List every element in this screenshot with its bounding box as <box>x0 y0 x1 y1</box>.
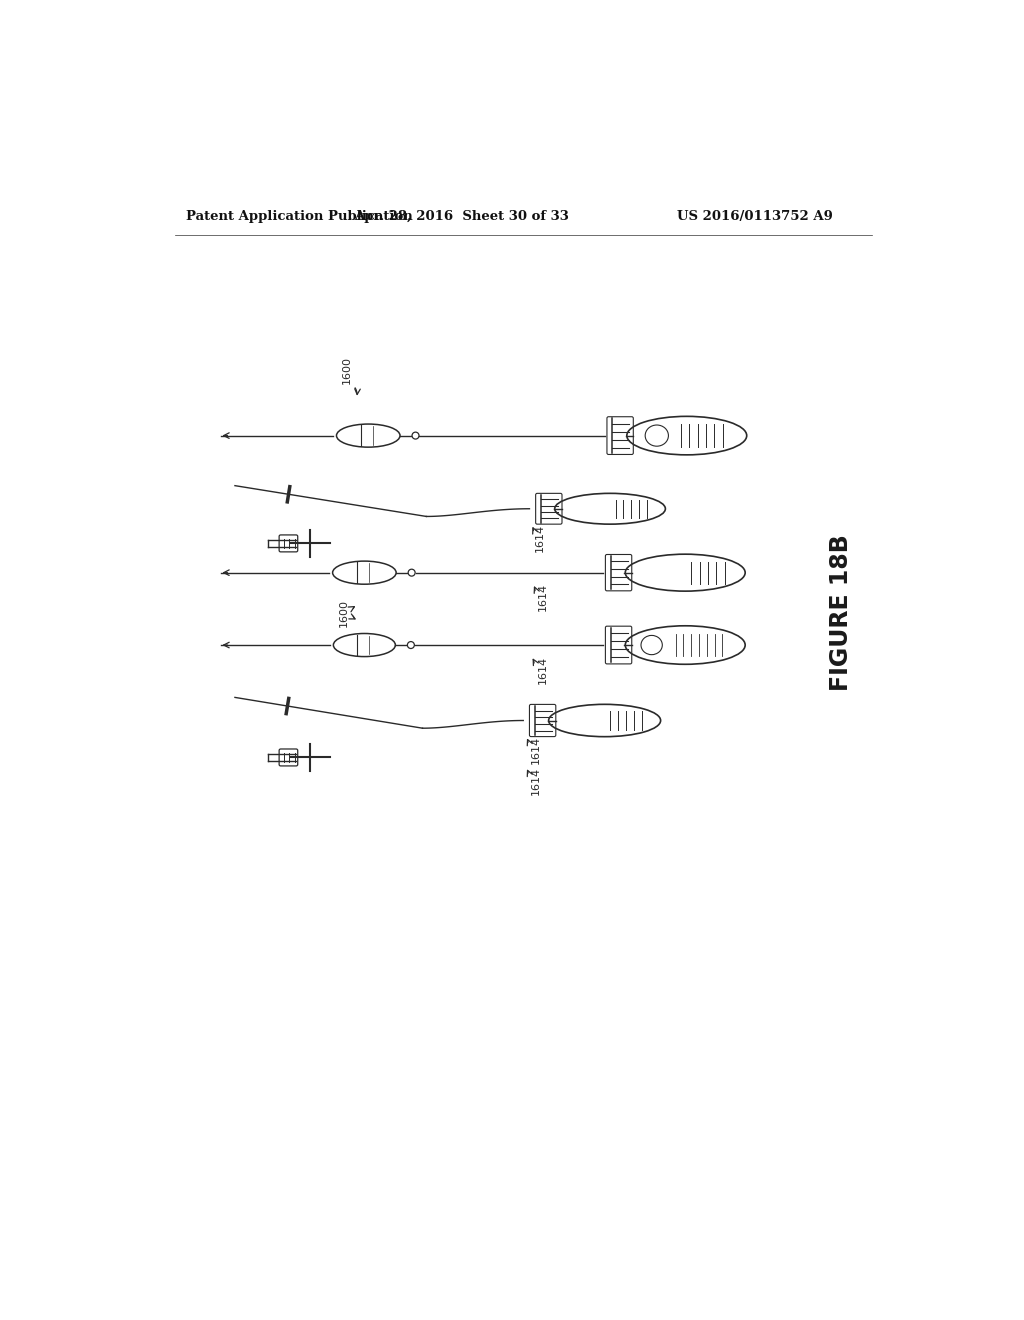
Text: 1614: 1614 <box>530 767 541 795</box>
Text: 1614: 1614 <box>530 735 541 764</box>
Text: 1614: 1614 <box>538 656 548 684</box>
Text: Patent Application Publication: Patent Application Publication <box>186 210 413 223</box>
Text: US 2016/0113752 A9: US 2016/0113752 A9 <box>677 210 834 223</box>
Text: 1614: 1614 <box>538 583 548 611</box>
Text: Apr. 28, 2016  Sheet 30 of 33: Apr. 28, 2016 Sheet 30 of 33 <box>354 210 568 223</box>
Text: 1600: 1600 <box>339 599 348 627</box>
Text: 1614: 1614 <box>536 524 546 552</box>
Text: 1600: 1600 <box>342 356 352 384</box>
Text: FIGURE 18B: FIGURE 18B <box>829 535 853 692</box>
